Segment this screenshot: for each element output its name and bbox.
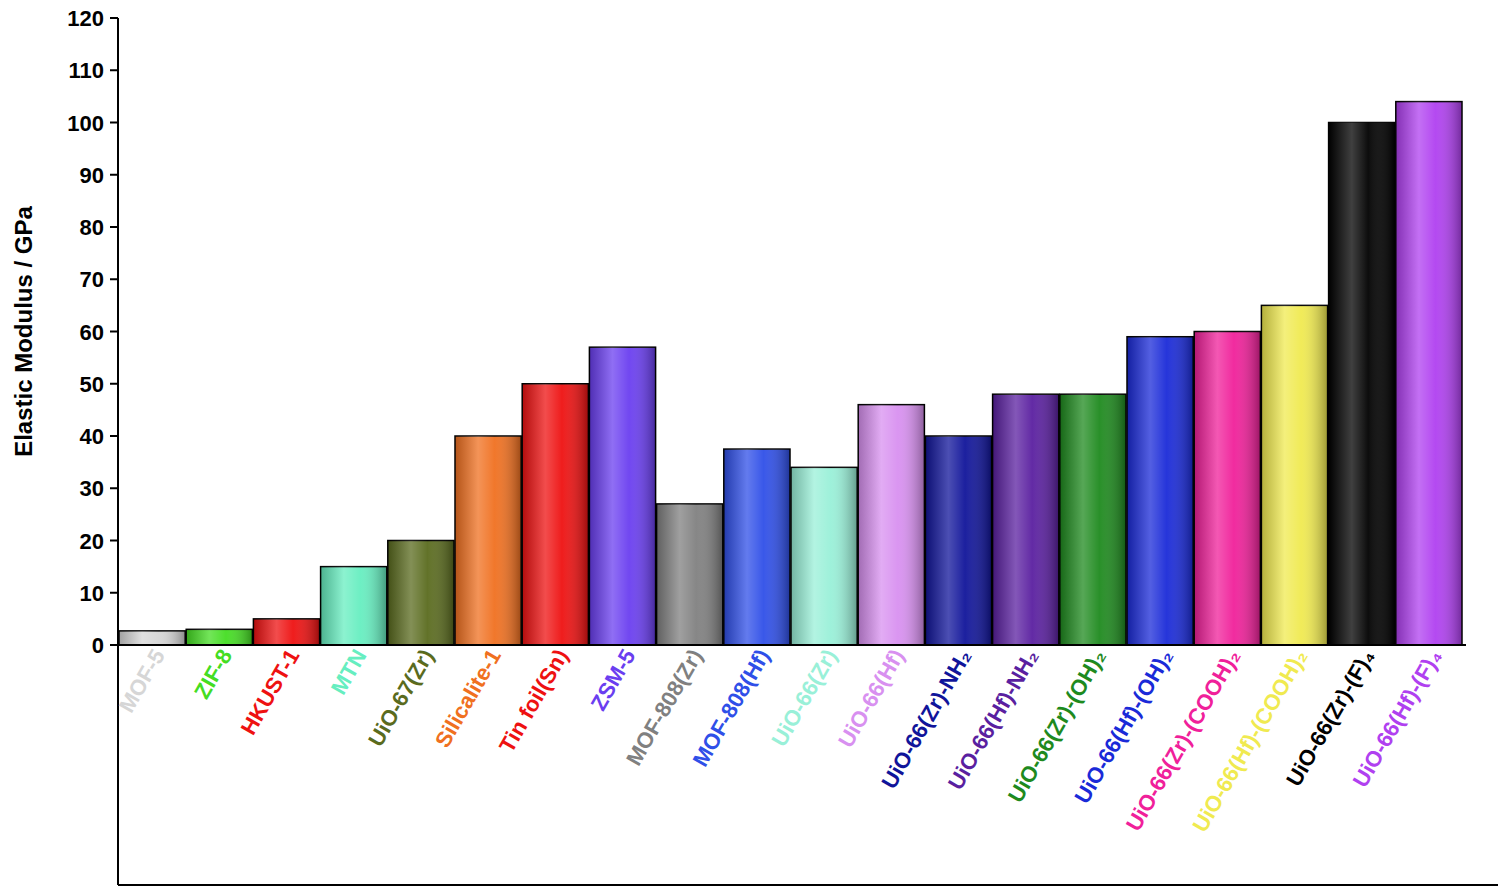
- bar: [388, 541, 454, 646]
- y-tick: [110, 174, 118, 176]
- x-tick-label: MTN: [326, 645, 371, 699]
- y-tick: [110, 278, 118, 280]
- y-axis-label: Elastic Modulus / GPa: [10, 205, 37, 456]
- y-axis: [117, 18, 119, 885]
- bar: [119, 631, 185, 645]
- y-tick: [110, 226, 118, 228]
- bars: [119, 102, 1462, 645]
- bar-shade: [388, 541, 454, 646]
- y-tick-label: 110: [69, 58, 105, 83]
- y-tick-label: 50: [80, 372, 104, 397]
- y-tick-label: 70: [80, 267, 104, 292]
- bar-shade: [455, 436, 521, 645]
- y-tick-label: 80: [80, 215, 104, 240]
- frame-bottom: [118, 884, 1498, 886]
- bar-shade: [119, 631, 185, 645]
- x-axis: [118, 644, 1466, 646]
- bar: [657, 504, 723, 645]
- x-tick-label: ZIF-8: [189, 645, 237, 703]
- bar-shade: [1127, 337, 1193, 645]
- bar: [925, 436, 991, 645]
- x-tick-label: UiO-66(Zr)-(COOH)₂: [1121, 645, 1245, 835]
- chart: 0 10 20 30 40 50 60 70 80 90 100 110 120 Elastic Modu…: [0, 0, 1500, 891]
- bar-shade: [1329, 123, 1395, 646]
- y-tick: [110, 69, 118, 71]
- x-tick-label: UiO-66(Hf)-(F)₄: [1348, 645, 1447, 791]
- bar-shade: [657, 504, 723, 645]
- bar: [724, 449, 790, 645]
- bar-shade: [993, 394, 1059, 645]
- bar: [1261, 305, 1327, 645]
- y-tick: [110, 383, 118, 385]
- y-tick-label: 40: [80, 424, 104, 449]
- bar-shade: [186, 629, 252, 645]
- bar-shade: [724, 449, 790, 645]
- x-tick-label: MOF-808(Hf): [688, 645, 775, 771]
- bar-shade: [321, 567, 387, 645]
- y-tick: [110, 331, 118, 333]
- y-tick-label: 10: [80, 581, 104, 606]
- x-tick-label: UiO-66(Hf)-(COOH)₂: [1187, 645, 1312, 836]
- bar: [253, 619, 319, 645]
- y-tick-label: 30: [80, 476, 104, 501]
- x-tick-label: MOF-5: [114, 645, 170, 717]
- y-tick-label: 0: [92, 633, 104, 658]
- bar: [993, 394, 1059, 645]
- bar-shade: [1396, 102, 1462, 645]
- bar: [1194, 332, 1260, 646]
- y-tick-label: 60: [80, 320, 104, 345]
- bar-shade: [522, 384, 588, 645]
- bar-shade: [858, 405, 924, 645]
- bar: [186, 629, 252, 645]
- y-tick: [110, 540, 118, 542]
- y-tick-label: 90: [80, 163, 104, 188]
- bar: [1060, 394, 1126, 645]
- bar-shade: [253, 619, 319, 645]
- bar: [791, 467, 857, 645]
- x-tick-label: ZSM-5: [586, 645, 641, 715]
- bar: [1396, 102, 1462, 645]
- y-tick: [110, 487, 118, 489]
- bar: [589, 347, 655, 645]
- x-tick-label: UiO-66(Hf): [833, 645, 909, 752]
- bar-shade: [1261, 305, 1327, 645]
- y-tick-label: 120: [67, 6, 104, 31]
- bar: [1127, 337, 1193, 645]
- bar: [321, 567, 387, 645]
- bar-shade: [589, 347, 655, 645]
- y-tick: [110, 122, 118, 124]
- bar: [858, 405, 924, 645]
- bar: [522, 384, 588, 645]
- bar-shade: [1194, 332, 1260, 646]
- y-tick: [110, 435, 118, 437]
- y-tick: [110, 592, 118, 594]
- x-tick-label: Silicalite-1: [430, 645, 506, 752]
- bar-shade: [791, 467, 857, 645]
- y-tick-label: 100: [67, 111, 104, 136]
- x-tick-label: HKUST-1: [236, 645, 305, 739]
- y-tick-label: 20: [80, 529, 104, 554]
- x-tick-label: UiO-66(Zr): [766, 645, 841, 751]
- bar-shade: [1060, 394, 1126, 645]
- x-tick-label: UiO-67(Zr): [363, 645, 438, 751]
- y-tick: [110, 17, 118, 19]
- bar-shade: [925, 436, 991, 645]
- y-tick: [110, 644, 118, 646]
- bar: [1329, 123, 1395, 646]
- x-tick-label: Tin foil(Sn): [494, 645, 573, 757]
- bar: [455, 436, 521, 645]
